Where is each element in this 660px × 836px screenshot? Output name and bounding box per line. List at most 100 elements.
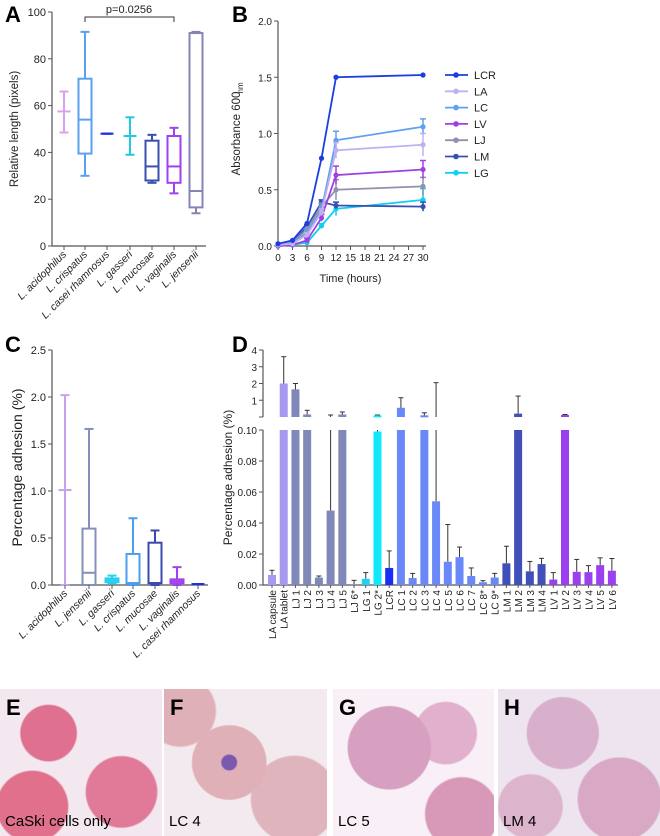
legend-marker [453,104,459,111]
y-tick-label: 100 [28,7,46,19]
bar-20 [502,545,511,585]
box-5 [169,566,185,586]
x-tick-label: LA tablet [280,590,291,629]
data-point [333,187,339,193]
data-point [420,72,426,78]
bar [420,430,429,585]
series-LA [275,132,426,248]
photo-caski-cells: E CaSki cells only [0,689,162,836]
box-3 [125,517,141,586]
box-2 [104,574,120,585]
bar [514,430,523,585]
data-point [304,237,310,243]
series-line [277,185,424,246]
bar-26 [572,558,581,585]
bar-upper [279,383,288,417]
bar-upper [373,415,382,418]
box [188,32,204,209]
data-point [333,172,339,178]
bar [607,570,616,585]
bar-27 [584,565,593,585]
y-tick-label: 0.08 [238,457,258,468]
data-point [420,166,426,173]
bar-16 [455,546,464,585]
series-LJ [275,176,426,248]
bar-2 [291,383,300,585]
box [166,135,182,184]
data-point [420,124,426,130]
bar-23 [537,557,546,585]
bar-12 [408,572,417,585]
bar-upper [303,414,312,417]
bar-upper [561,414,569,417]
panel-letter-d: D [232,332,248,357]
legend-label: LM [474,152,489,164]
bar-upper [338,414,347,417]
box-0 [57,90,71,134]
data-point [318,215,325,221]
box [77,77,93,155]
bar-upper [420,415,429,418]
y-tick-label: 2 [251,380,257,391]
box [144,139,160,182]
x-tick-label: LG 2* [373,590,384,616]
y-tick-label: 0.5 [258,186,272,197]
bar-22 [525,560,534,585]
y-tick-label: 0.00 [238,581,258,592]
bar [596,565,605,585]
y-tick-label: 1.0 [31,486,46,498]
x-tick-label: LJ 3 [315,590,326,609]
box-0 [58,394,72,586]
bar-17 [467,567,476,585]
y-axis-label: Relative length (pixels) [9,71,21,188]
y-tick-label: 0.0 [258,242,272,253]
bar [490,577,499,585]
x-tick-label: LC 4 [432,590,443,612]
box [147,541,163,585]
bar [549,579,558,585]
bar-upper [291,389,300,417]
bar [373,431,382,585]
bar-0 [268,569,276,585]
x-tick-label: LC 9* [491,590,502,615]
p-value-label: p=0.0256 [106,4,152,16]
bar-25 [561,413,569,585]
y-tick-label: 1.5 [31,439,46,451]
box-6 [188,30,204,215]
bar-11 [396,397,405,585]
panel-letter-e: E [6,695,21,720]
x-tick-label: LM 3 [526,590,537,613]
bar-15 [443,524,452,585]
y-tick-label: 0 [40,241,46,253]
box-4 [144,133,160,184]
x-tick-label: LG 1 [362,590,373,612]
data-point [420,197,426,203]
y-tick-label: 2.0 [31,392,46,404]
bar-13 [420,412,429,585]
x-tick-label: 24 [388,253,400,264]
y-tick-label: 1.0 [258,130,272,141]
bar [537,564,546,585]
series-LC [275,118,426,248]
x-tick-label: LC 1 [397,590,408,612]
bar-3 [303,409,312,585]
panel-letter-c: C [5,332,21,357]
x-tick-label: LJ 6* [350,590,361,613]
bar [525,571,534,585]
bar [361,578,370,585]
y-tick-label: 0.5 [31,533,46,545]
box [81,527,97,586]
x-tick-label: 12 [330,253,342,264]
x-tick-label: 30 [417,253,429,264]
photo-lm4: H LM 4 [498,689,660,836]
data-point [304,220,310,227]
y-tick-label: 2.0 [258,17,272,28]
panel-letter-f: F [170,695,184,720]
bar [572,571,581,585]
x-tick-label: 3 [290,253,296,264]
x-tick-label: LM 1 [502,590,513,613]
bar-14 [432,382,441,585]
y-tick-label: 1.5 [258,73,272,84]
y-tick-label: 80 [34,54,46,66]
x-tick-label: LC 3 [420,590,431,612]
